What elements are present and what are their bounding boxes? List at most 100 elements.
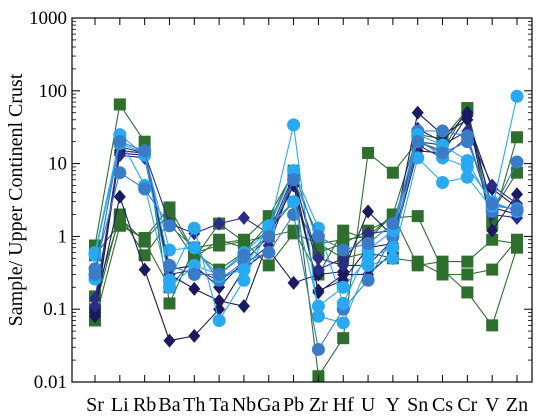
data-point-circle <box>510 155 524 169</box>
data-point-circle <box>510 89 524 103</box>
data-point-square <box>511 237 523 250</box>
data-point-circle <box>287 118 301 132</box>
data-point-circle <box>460 135 474 149</box>
data-point-circle <box>237 273 251 287</box>
data-point-circle <box>162 273 176 287</box>
data-point-circle <box>162 258 176 272</box>
data-point-circle <box>138 182 152 196</box>
data-point-circle <box>287 173 301 187</box>
y-tick-label: 1 <box>58 226 68 247</box>
plot-frame <box>71 17 533 383</box>
data-point-circle <box>386 217 400 231</box>
data-point-diamond <box>163 333 176 348</box>
data-point-circle <box>187 258 201 272</box>
data-point-diamond <box>138 262 151 277</box>
y-axis-label: Sample/ Upper Continenl Crust <box>5 73 27 326</box>
series-15 <box>88 135 524 281</box>
data-point-square <box>163 297 176 310</box>
x-category-label: Li <box>111 394 129 416</box>
data-point-circle <box>436 176 450 190</box>
data-point-circle <box>138 144 152 158</box>
data-point-square <box>262 259 275 272</box>
data-point-square <box>163 208 176 221</box>
x-category-label: Ba <box>158 394 180 416</box>
x-category-label: Y <box>386 394 400 416</box>
data-point-square <box>362 146 375 159</box>
data-point-circle <box>386 251 400 265</box>
data-point-diamond <box>188 281 201 296</box>
data-point-square <box>113 211 126 224</box>
data-point-diamond <box>411 105 424 120</box>
data-point-diamond <box>237 299 250 314</box>
series-3 <box>89 195 523 332</box>
y-tick-label: 1000 <box>29 8 67 29</box>
x-category-label: Zn <box>506 394 528 416</box>
data-point-diamond <box>486 223 499 238</box>
data-point-square <box>486 263 499 276</box>
data-point-square <box>461 255 474 268</box>
data-point-circle <box>436 146 450 160</box>
data-point-diamond <box>461 109 474 124</box>
x-category-label: Rb <box>133 394 156 416</box>
data-point-circle <box>262 229 276 243</box>
data-point-circle <box>311 342 325 356</box>
data-point-circle <box>287 207 301 221</box>
data-point-circle <box>262 246 276 260</box>
x-category-label: V <box>485 394 500 416</box>
data-point-circle <box>88 267 102 281</box>
x-category-label: Nb <box>232 394 256 416</box>
data-point-diamond <box>213 216 226 231</box>
data-point-diamond <box>312 251 325 266</box>
data-point-circle <box>436 124 450 138</box>
y-tick-label: 0.1 <box>43 299 67 320</box>
series-2 <box>89 103 523 327</box>
data-point-square <box>213 239 226 252</box>
data-point-square <box>511 166 523 179</box>
data-point-circle <box>510 203 524 217</box>
data-point-circle <box>187 221 201 235</box>
y-tick-label: 100 <box>39 81 68 102</box>
data-point-square <box>237 235 250 248</box>
data-point-diamond <box>486 178 499 193</box>
data-point-circle <box>336 296 350 310</box>
x-category-label: Cs <box>432 394 453 416</box>
data-point-circle <box>460 160 474 174</box>
data-point-diamond <box>312 262 325 277</box>
data-point-circle <box>187 241 201 255</box>
data-point-square <box>411 259 424 272</box>
data-point-diamond <box>237 210 250 225</box>
data-point-square <box>138 249 151 262</box>
data-point-square <box>486 233 499 246</box>
data-point-square <box>486 319 499 332</box>
data-point-diamond <box>362 204 375 219</box>
data-point-square <box>113 98 126 111</box>
data-point-diamond <box>213 302 226 317</box>
data-point-circle <box>411 151 425 165</box>
data-point-circle <box>460 170 474 184</box>
data-point-circle <box>162 243 176 257</box>
data-point-circle <box>361 251 375 265</box>
data-point-diamond <box>188 328 201 343</box>
x-category-label: Pb <box>283 394 304 416</box>
x-category-label: Ta <box>209 394 229 416</box>
data-point-square <box>138 235 151 248</box>
data-point-circle <box>212 267 226 281</box>
data-point-circle <box>187 267 201 281</box>
data-point-square <box>337 332 350 345</box>
data-point-diamond <box>213 293 226 308</box>
data-point-diamond <box>89 299 101 314</box>
x-category-label: Ga <box>257 394 280 416</box>
data-point-circle <box>113 135 127 149</box>
data-point-circle <box>212 313 226 327</box>
y-tick-label: 10 <box>48 154 67 175</box>
x-category-label: U <box>361 394 376 416</box>
data-point-square <box>436 255 449 268</box>
data-point-circle <box>411 135 425 149</box>
data-point-circle <box>485 197 499 211</box>
data-point-square <box>411 210 424 223</box>
x-category-label: Th <box>183 394 205 416</box>
data-point-circle <box>311 229 325 243</box>
series-layer <box>88 89 524 383</box>
series-7 <box>89 105 523 324</box>
